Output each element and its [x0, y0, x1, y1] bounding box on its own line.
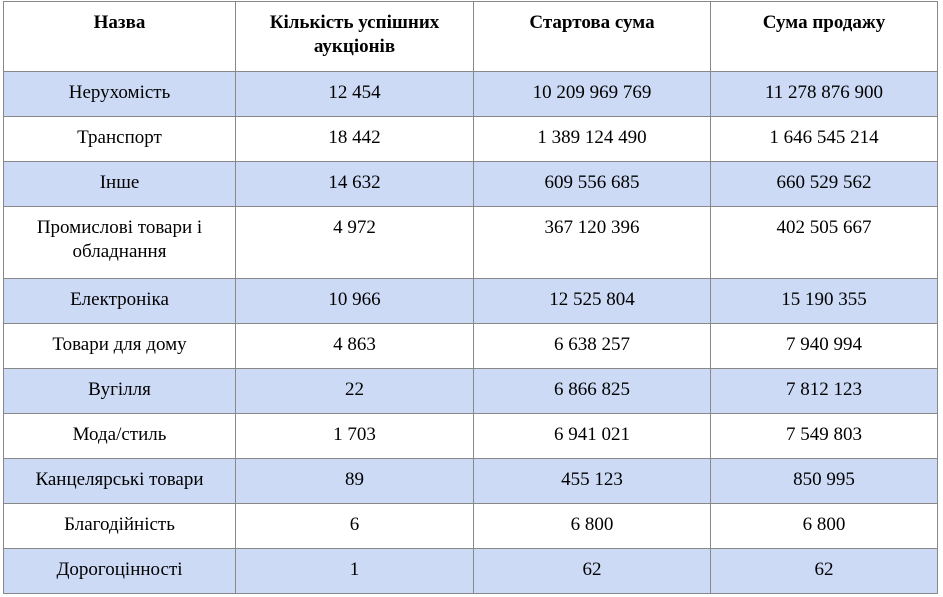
table-row: Інше 14 632 609 556 685 660 529 562: [3, 161, 938, 207]
cell-name: Благодійність: [3, 503, 236, 549]
cell-count: 10 966: [235, 278, 474, 324]
cell-name: Інше: [3, 161, 236, 207]
cell-sale-sum: 11 278 876 900: [710, 71, 938, 117]
cell-start-sum: 6 941 021: [473, 413, 711, 459]
cell-name: Транспорт: [3, 116, 236, 162]
cell-start-sum: 12 525 804: [473, 278, 711, 324]
cell-count: 1: [235, 548, 474, 594]
cell-start-sum: 6 866 825: [473, 368, 711, 414]
cell-sale-sum: 7 549 803: [710, 413, 938, 459]
cell-count: 1 703: [235, 413, 474, 459]
cell-name: Мода/стиль: [3, 413, 236, 459]
cell-start-sum: 609 556 685: [473, 161, 711, 207]
cell-count: 89: [235, 458, 474, 504]
cell-count: 18 442: [235, 116, 474, 162]
cell-name: Товари для дому: [3, 323, 236, 369]
column-header-sale-sum: Сума продажу: [710, 1, 938, 72]
cell-start-sum: 455 123: [473, 458, 711, 504]
cell-name: Дорогоцінності: [3, 548, 236, 594]
cell-start-sum: 6 800: [473, 503, 711, 549]
table-row: Нерухомість 12 454 10 209 969 769 11 278…: [3, 71, 938, 117]
cell-start-sum: 6 638 257: [473, 323, 711, 369]
cell-start-sum: 10 209 969 769: [473, 71, 711, 117]
cell-sale-sum: 7 812 123: [710, 368, 938, 414]
cell-sale-sum: 6 800: [710, 503, 938, 549]
table-row: Канцелярські товари 89 455 123 850 995: [3, 458, 938, 504]
column-header-start-sum: Стартова сума: [473, 1, 711, 72]
cell-count: 4 863: [235, 323, 474, 369]
cell-count: 12 454: [235, 71, 474, 117]
cell-name: Канцелярські товари: [3, 458, 236, 504]
cell-sale-sum: 15 190 355: [710, 278, 938, 324]
cell-sale-sum: 660 529 562: [710, 161, 938, 207]
cell-name: Електроніка: [3, 278, 236, 324]
cell-count: 14 632: [235, 161, 474, 207]
cell-sale-sum: 62: [710, 548, 938, 594]
cell-sale-sum: 7 940 994: [710, 323, 938, 369]
column-header-name: Назва: [3, 1, 236, 72]
cell-name: Промислові товари і обладнання: [3, 206, 236, 279]
cell-start-sum: 1 389 124 490: [473, 116, 711, 162]
table-row: Дорогоцінності 1 62 62: [3, 548, 938, 594]
auction-summary-table: Назва Кількість успішних аукціонів Старт…: [3, 1, 938, 594]
table-row: Товари для дому 4 863 6 638 257 7 940 99…: [3, 323, 938, 369]
cell-count: 22: [235, 368, 474, 414]
column-header-count: Кількість успішних аукціонів: [235, 1, 474, 72]
cell-sale-sum: 402 505 667: [710, 206, 938, 279]
cell-start-sum: 367 120 396: [473, 206, 711, 279]
table-row: Транспорт 18 442 1 389 124 490 1 646 545…: [3, 116, 938, 162]
cell-start-sum: 62: [473, 548, 711, 594]
cell-sale-sum: 1 646 545 214: [710, 116, 938, 162]
cell-name: Вугілля: [3, 368, 236, 414]
table-row: Промислові товари і обладнання 4 972 367…: [3, 206, 938, 279]
table-row: Електроніка 10 966 12 525 804 15 190 355: [3, 278, 938, 324]
table-header-row: Назва Кількість успішних аукціонів Старт…: [3, 1, 938, 72]
cell-sale-sum: 850 995: [710, 458, 938, 504]
table-row: Вугілля 22 6 866 825 7 812 123: [3, 368, 938, 414]
cell-name: Нерухомість: [3, 71, 236, 117]
cell-count: 6: [235, 503, 474, 549]
table-row: Благодійність 6 6 800 6 800: [3, 503, 938, 549]
cell-count: 4 972: [235, 206, 474, 279]
table-row: Мода/стиль 1 703 6 941 021 7 549 803: [3, 413, 938, 459]
